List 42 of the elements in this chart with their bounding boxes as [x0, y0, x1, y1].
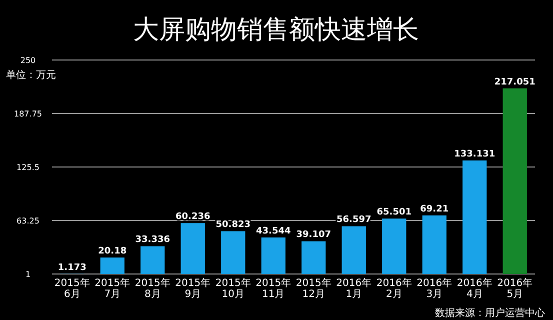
data-label: 39.107: [296, 230, 331, 240]
x-tick-label: 2015年8月: [134, 277, 170, 300]
bar: [221, 231, 246, 274]
x-tick-label: 2016年2月: [376, 277, 412, 300]
data-label: 69.21: [420, 204, 449, 214]
source-note: 数据来源：用户运营中心: [435, 307, 545, 319]
x-tick-label: 2015年11月: [256, 277, 292, 300]
y-tick-label: 187.75: [14, 110, 42, 118]
x-tick-label: 2016年1月: [336, 277, 372, 300]
data-label: 50.823: [216, 220, 250, 230]
data-label: 65.501: [376, 208, 412, 218]
bar: [382, 218, 406, 274]
x-tick-label: 2016年3月: [416, 277, 452, 300]
data-label: 33.336: [135, 235, 170, 246]
y-tick-label: 250: [20, 56, 36, 65]
data-label: 60.236: [176, 212, 210, 222]
x-tick-label: 2015年7月: [94, 277, 130, 300]
bar: [302, 241, 326, 274]
x-tick-label: 2015年10月: [215, 277, 251, 300]
y-tick-label: 125.5: [16, 163, 40, 172]
y-axis-title: 单位：万元: [6, 69, 56, 81]
bar: [462, 160, 487, 274]
bar: [502, 88, 527, 274]
x-tick-label: 2015年6月: [54, 277, 90, 300]
bar: [342, 226, 366, 274]
x-tick-label: 2015年9月: [175, 277, 211, 300]
bar: [140, 246, 165, 274]
bar: [180, 223, 205, 274]
data-label: 43.544: [256, 226, 291, 236]
data-label: 20.18: [98, 246, 127, 257]
bar: [100, 258, 124, 274]
data-label: 133.131: [454, 149, 496, 160]
x-tick-label: 2016年5月: [497, 277, 533, 300]
x-tick-label: 2016年4月: [456, 277, 492, 300]
chart-title: 大屏购物销售额快速增长: [133, 15, 419, 45]
data-label: 1.173: [58, 262, 86, 273]
bar: [422, 215, 446, 274]
data-label: 217.051: [494, 77, 536, 88]
bar: [261, 237, 286, 274]
y-tick-label: 1: [25, 270, 31, 279]
x-tick-label: 2015年12月: [296, 277, 332, 300]
y-tick-label: 63.25: [16, 216, 40, 226]
